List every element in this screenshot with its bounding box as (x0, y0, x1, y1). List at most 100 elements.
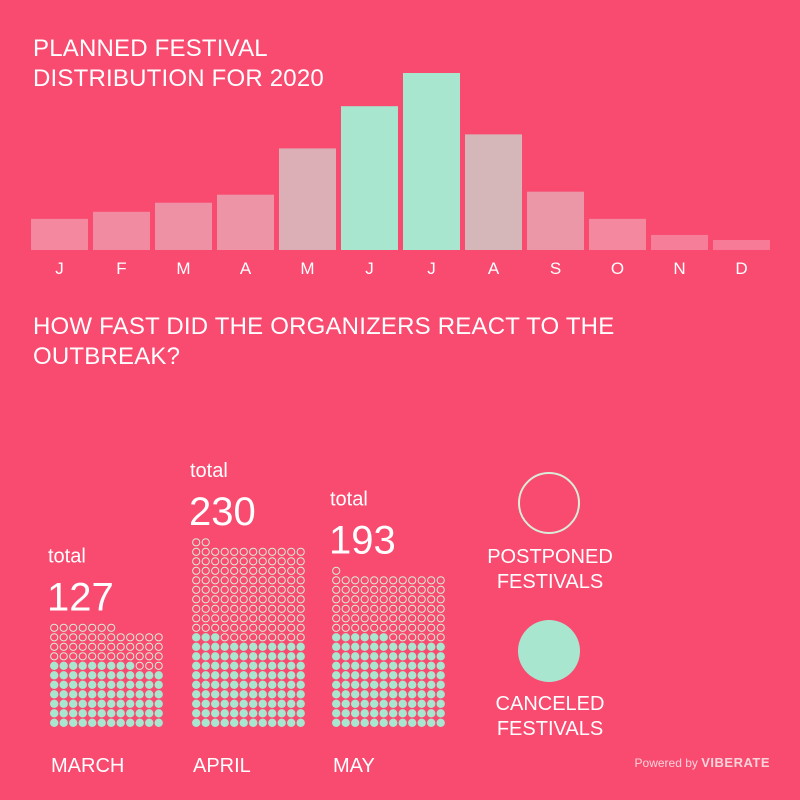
canceled-festival-dot (296, 652, 305, 661)
postponed-festival-dot (220, 566, 229, 575)
postponed-festival-dot (268, 547, 277, 556)
canceled-festival-dot (192, 680, 201, 689)
postponed-festival-dot (201, 595, 210, 604)
canceled-festival-dot (201, 671, 210, 680)
canceled-festival-dot (50, 671, 59, 680)
canceled-festival-dot (97, 718, 106, 727)
canceled-festival-dot (107, 671, 116, 680)
postponed-festival-dot (50, 642, 59, 651)
canceled-festival-dot (268, 642, 277, 651)
canceled-festival-dot (211, 690, 220, 699)
postponed-festival-dot (351, 614, 360, 623)
canceled-festival-dot (145, 671, 154, 680)
canceled-festival-dot (296, 642, 305, 651)
canceled-festival-dot (436, 661, 445, 670)
postponed-festival-dot (50, 652, 59, 661)
postponed-festival-dot (277, 604, 286, 613)
canceled-festival-dot (88, 690, 97, 699)
month-bar (589, 218, 646, 250)
postponed-festival-dot (332, 614, 341, 623)
postponed-festival-dot (351, 576, 360, 585)
canceled-festival-dot (220, 661, 229, 670)
canceled-festival-dot (220, 652, 229, 661)
canceled-festival-dot (436, 680, 445, 689)
canceled-festival-dot (370, 633, 379, 642)
canceled-festival-dot (408, 671, 417, 680)
postponed-festival-dot (351, 595, 360, 604)
total-caption: total (190, 460, 228, 482)
canceled-festival-dot (220, 680, 229, 689)
postponed-festival-dot (116, 642, 125, 651)
postponed-festival-dot (230, 566, 239, 575)
canceled-festival-dot (379, 642, 388, 651)
postponed-festival-dot (192, 604, 201, 613)
canceled-festival-dot (277, 652, 286, 661)
month-bar (31, 218, 88, 250)
canceled-festival-dot (50, 699, 59, 708)
canceled-festival-dot (417, 642, 426, 651)
canceled-festival-dot (417, 671, 426, 680)
postponed-festival-dot (192, 547, 201, 556)
canceled-festival-dot (239, 680, 248, 689)
canceled-festival-dot (211, 661, 220, 670)
canceled-festival-dot (135, 690, 144, 699)
canceled-festival-dot (211, 718, 220, 727)
canceled-festival-dot (398, 709, 407, 718)
canceled-festival-dot (351, 652, 360, 661)
canceled-festival-dot (398, 671, 407, 680)
canceled-festival-dot (268, 690, 277, 699)
canceled-festival-dot (417, 652, 426, 661)
postponed-festival-dot (398, 623, 407, 632)
canceled-festival-dot (220, 690, 229, 699)
postponed-festival-dot (211, 623, 220, 632)
canceled-festival-dot (417, 709, 426, 718)
canceled-festival-dot (135, 680, 144, 689)
postponed-festival-dot (230, 633, 239, 642)
canceled-festival-dot (341, 718, 350, 727)
canceled-festival-dot (332, 633, 341, 642)
canceled-festival-dot (154, 680, 163, 689)
canceled-festival-dot (258, 652, 267, 661)
canceled-festival-dot (88, 709, 97, 718)
postponed-festival-dot (258, 566, 267, 575)
canceled-festival-dot (436, 709, 445, 718)
postponed-festival-dot (379, 614, 388, 623)
postponed-festival-dot (268, 604, 277, 613)
canceled-festival-dot (50, 718, 59, 727)
postponed-festival-dot (230, 547, 239, 556)
canceled-festival-dot (370, 642, 379, 651)
postponed-festival-dot (239, 557, 248, 566)
canceled-festival-dot (287, 661, 296, 670)
postponed-festival-dot (201, 604, 210, 613)
postponed-festival-dot (239, 623, 248, 632)
canceled-festival-dot (239, 652, 248, 661)
postponed-festival-dot (427, 614, 436, 623)
postponed-festival-dot (287, 576, 296, 585)
postponed-festival-dot (201, 538, 210, 547)
postponed-festival-dot (417, 595, 426, 604)
postponed-festival-dot (239, 604, 248, 613)
postponed-festival-dot (360, 585, 369, 594)
canceled-festival-dot (116, 671, 125, 680)
canceled-festival-dot (154, 671, 163, 680)
postponed-festival-dot (268, 633, 277, 642)
postponed-festival-dot (211, 585, 220, 594)
canceled-festival-dot (239, 690, 248, 699)
canceled-festival-dot (332, 652, 341, 661)
postponed-festival-dot (277, 557, 286, 566)
postponed-festival-dot (332, 576, 341, 585)
canceled-festival-dot (201, 699, 210, 708)
canceled-festival-dot (408, 652, 417, 661)
canceled-festival-dot (436, 642, 445, 651)
canceled-festival-dot (277, 680, 286, 689)
canceled-festival-dot (230, 680, 239, 689)
canceled-festival-dot (427, 661, 436, 670)
postponed-festival-dot (88, 652, 97, 661)
month-bar (527, 191, 584, 250)
postponed-festival-dot (389, 633, 398, 642)
canceled-festival-dot (220, 699, 229, 708)
month-tick-label: J (55, 259, 64, 278)
month-tick-label: J (427, 259, 436, 278)
month-bar (713, 239, 770, 250)
canceled-festival-dot (126, 671, 135, 680)
